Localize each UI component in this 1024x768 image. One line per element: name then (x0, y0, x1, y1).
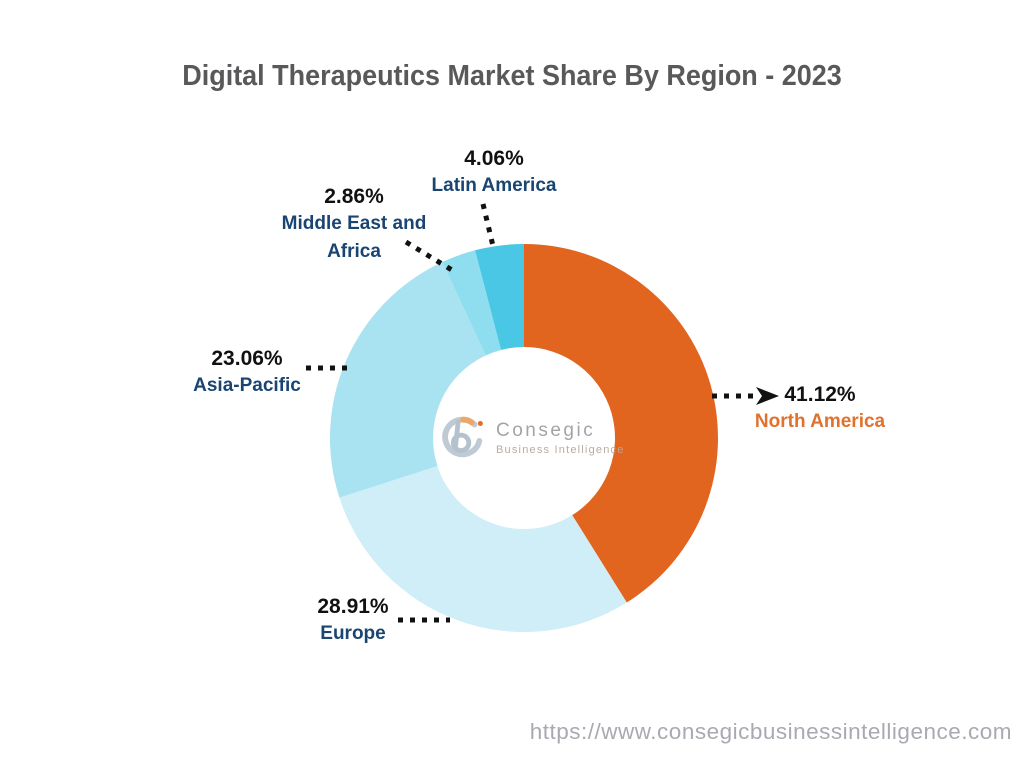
watermark-logo: Consegic Business Intelligence (436, 410, 626, 466)
middle-east-africa-name: Middle East and Africa (281, 213, 427, 262)
chart-title: Digital Therapeutics Market Share By Reg… (182, 60, 842, 92)
segment-label-asia-pacific: 23.06% Asia-Pacific (147, 346, 347, 400)
asia-pacific-name: Asia-Pacific (193, 375, 301, 396)
donut-segment-north-america (524, 244, 718, 603)
segment-label-latin-america: 4.06% Latin America (394, 146, 594, 200)
north-america-name: North America (754, 411, 886, 432)
donut-segment-europe (339, 465, 627, 632)
leader-line-middle-east-africa (404, 239, 454, 273)
watermark-subtitle: Business Intelligence (496, 444, 625, 456)
segment-label-middle-east-africa: 2.86% Middle East and Africa (274, 184, 434, 266)
europe-name: Europe (320, 623, 386, 644)
leader-line-latin-america (480, 203, 496, 247)
consegic-logo-icon (442, 416, 483, 458)
donut-segment-latin-america (475, 244, 524, 350)
latin-america-pct: 4.06% (464, 147, 524, 170)
segment-label-europe: 28.91% Europe (253, 594, 453, 648)
north-america-pct: 41.12% (784, 383, 856, 406)
leader-lines (306, 203, 753, 623)
donut-segment-asia-pacific (329, 262, 486, 498)
arrowhead-icon (756, 387, 779, 405)
segment-label-north-america: 41.12% North America (720, 382, 920, 436)
donut-segments (329, 244, 718, 632)
latin-america-name: Latin America (431, 175, 557, 196)
middle-east-africa-pct: 2.86% (324, 185, 384, 208)
watermark-brand: Consegic (496, 420, 596, 441)
asia-pacific-pct: 23.06% (211, 347, 283, 370)
europe-pct: 28.91% (317, 595, 389, 618)
source-url[interactable]: https://www.consegicbusinessintelligence… (529, 719, 1012, 744)
donut-segment-middle-east-and-africa (442, 250, 502, 356)
